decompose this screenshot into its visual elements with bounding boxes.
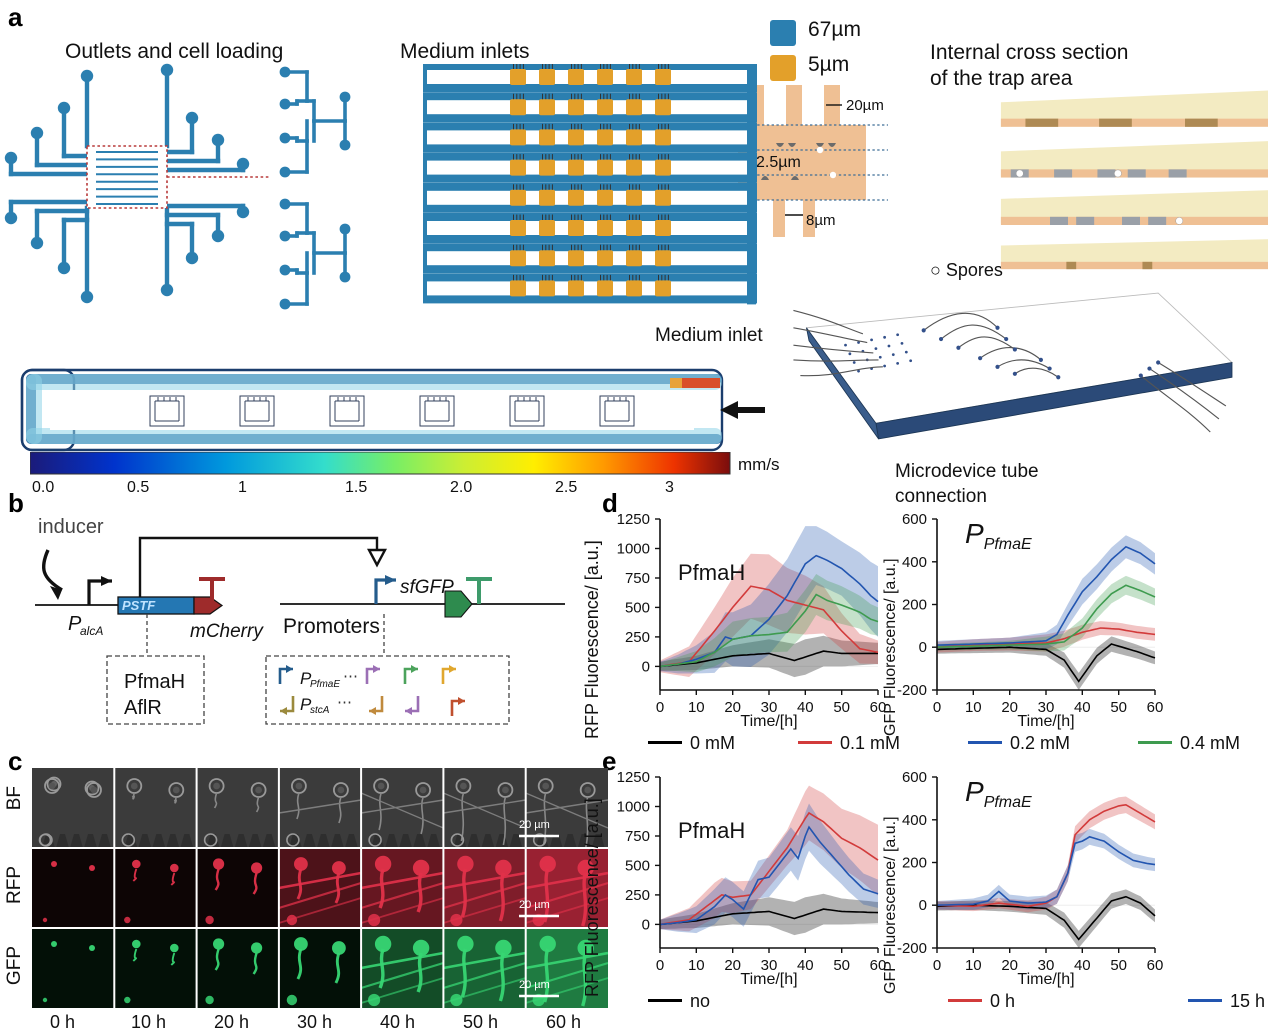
svg-text:-200: -200 xyxy=(897,682,927,699)
svg-text:20µm: 20µm xyxy=(846,97,884,114)
svg-text:500: 500 xyxy=(625,857,650,874)
svg-text:50: 50 xyxy=(1110,699,1127,716)
svg-text:10: 10 xyxy=(688,957,705,974)
svg-text:PfmaE: PfmaE xyxy=(310,679,340,690)
svg-text:60: 60 xyxy=(1147,699,1164,716)
svg-text:PfmaH: PfmaH xyxy=(678,560,745,585)
svg-text:50: 50 xyxy=(833,957,850,974)
svg-text:Time/[h]: Time/[h] xyxy=(740,713,797,730)
svg-text:0: 0 xyxy=(919,897,927,914)
svg-text:200: 200 xyxy=(902,855,927,872)
svg-text:0: 0 xyxy=(933,957,941,974)
svg-text:400: 400 xyxy=(902,812,927,829)
svg-text:600: 600 xyxy=(902,769,927,786)
svg-text:mm/s: mm/s xyxy=(738,455,780,474)
svg-text:20 µm: 20 µm xyxy=(519,819,550,831)
svg-text:20: 20 xyxy=(724,957,741,974)
svg-text:inducer: inducer xyxy=(38,516,104,538)
svg-text:1000: 1000 xyxy=(617,799,650,816)
svg-text:40: 40 xyxy=(1074,699,1091,716)
svg-text:0: 0 xyxy=(642,658,650,675)
svg-text:Promoters: Promoters xyxy=(283,615,380,638)
svg-text:0: 0 xyxy=(642,916,650,933)
svg-text:⋯: ⋯ xyxy=(337,694,352,711)
svg-text:-200: -200 xyxy=(897,940,927,957)
svg-text:⋯: ⋯ xyxy=(343,668,358,685)
svg-text:20: 20 xyxy=(1001,957,1018,974)
svg-text:750: 750 xyxy=(625,570,650,587)
svg-text:50: 50 xyxy=(1110,957,1127,974)
svg-text:PSTF: PSTF xyxy=(122,598,156,613)
svg-text:40: 40 xyxy=(797,957,814,974)
svg-text:0: 0 xyxy=(919,639,927,656)
svg-text:40: 40 xyxy=(797,699,814,716)
svg-text:50: 50 xyxy=(833,699,850,716)
svg-text:1250: 1250 xyxy=(617,511,650,528)
svg-text:stcA: stcA xyxy=(310,705,330,716)
svg-text:0: 0 xyxy=(933,699,941,716)
svg-text:750: 750 xyxy=(625,828,650,845)
svg-text:10: 10 xyxy=(688,699,705,716)
svg-text:mCherry: mCherry xyxy=(190,621,264,642)
svg-text:PfmaH: PfmaH xyxy=(678,818,745,843)
svg-text:600: 600 xyxy=(902,511,927,528)
svg-text:200: 200 xyxy=(902,597,927,614)
svg-text:20: 20 xyxy=(1001,699,1018,716)
svg-text:400: 400 xyxy=(902,554,927,571)
svg-text:0: 0 xyxy=(656,957,664,974)
svg-text:3: 3 xyxy=(665,479,674,492)
svg-text:Time/[h]: Time/[h] xyxy=(1017,713,1074,730)
svg-text:8µm: 8µm xyxy=(806,212,835,229)
svg-text:500: 500 xyxy=(625,599,650,616)
svg-text:60: 60 xyxy=(1147,957,1164,974)
svg-text:1250: 1250 xyxy=(617,769,650,786)
svg-text:10: 10 xyxy=(965,699,982,716)
svg-text:20 µm: 20 µm xyxy=(519,899,550,911)
svg-text:250: 250 xyxy=(625,887,650,904)
svg-text:PfmaH: PfmaH xyxy=(124,671,185,693)
svg-text:1000: 1000 xyxy=(617,541,650,558)
svg-text:Time/[h]: Time/[h] xyxy=(740,971,797,988)
svg-text:AflR: AflR xyxy=(124,697,162,719)
svg-text:Time/[h]: Time/[h] xyxy=(1017,971,1074,988)
svg-text:0: 0 xyxy=(656,699,664,716)
svg-text:alcA: alcA xyxy=(80,624,103,638)
svg-text:250: 250 xyxy=(625,629,650,646)
svg-text:10: 10 xyxy=(965,957,982,974)
svg-text:20 µm: 20 µm xyxy=(519,979,550,991)
svg-text:20: 20 xyxy=(724,699,741,716)
svg-text:40: 40 xyxy=(1074,957,1091,974)
